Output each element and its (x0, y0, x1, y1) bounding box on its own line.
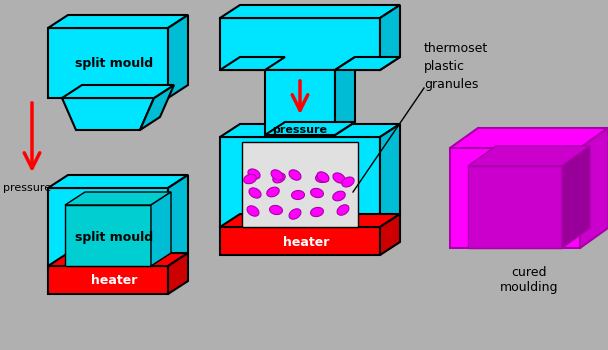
Text: pressure: pressure (3, 183, 51, 193)
Polygon shape (65, 192, 171, 205)
Ellipse shape (333, 191, 345, 201)
Polygon shape (168, 253, 188, 294)
Polygon shape (151, 192, 171, 266)
Polygon shape (168, 175, 188, 266)
Ellipse shape (311, 208, 323, 217)
Polygon shape (468, 166, 562, 248)
Ellipse shape (244, 174, 257, 184)
Ellipse shape (316, 174, 328, 182)
Ellipse shape (311, 188, 323, 198)
Polygon shape (380, 124, 400, 227)
Polygon shape (48, 188, 168, 266)
Ellipse shape (317, 172, 329, 182)
Polygon shape (48, 28, 168, 98)
Polygon shape (62, 98, 154, 130)
Ellipse shape (269, 205, 283, 215)
Text: split mould: split mould (75, 231, 153, 244)
Ellipse shape (289, 209, 301, 219)
Ellipse shape (337, 205, 349, 215)
Polygon shape (265, 122, 355, 135)
Ellipse shape (271, 170, 283, 180)
Polygon shape (580, 128, 608, 248)
Polygon shape (220, 57, 285, 70)
Ellipse shape (249, 188, 261, 198)
Ellipse shape (247, 206, 259, 216)
Polygon shape (48, 15, 188, 28)
Text: pressure: pressure (272, 125, 328, 135)
Bar (220, 227, 380, 255)
Ellipse shape (333, 173, 345, 183)
Ellipse shape (248, 169, 260, 179)
Polygon shape (380, 5, 400, 70)
Polygon shape (48, 175, 188, 188)
Polygon shape (335, 57, 400, 70)
Polygon shape (48, 266, 168, 294)
Polygon shape (140, 85, 174, 130)
Polygon shape (220, 214, 400, 227)
Bar (265, 70, 335, 135)
Polygon shape (450, 148, 580, 248)
Bar (220, 137, 380, 227)
Polygon shape (562, 146, 590, 248)
Polygon shape (242, 142, 358, 227)
Polygon shape (62, 85, 174, 98)
Ellipse shape (273, 173, 285, 183)
Polygon shape (450, 128, 608, 148)
Polygon shape (468, 146, 590, 166)
Polygon shape (380, 214, 400, 255)
Ellipse shape (291, 190, 305, 199)
Ellipse shape (289, 170, 301, 180)
Polygon shape (168, 15, 188, 98)
Ellipse shape (342, 177, 354, 187)
Text: heater: heater (283, 236, 329, 248)
Polygon shape (335, 57, 355, 135)
Ellipse shape (267, 187, 279, 197)
Bar (220, 18, 380, 70)
Text: thermoset
plastic
granules: thermoset plastic granules (424, 42, 488, 91)
Polygon shape (65, 205, 151, 266)
Text: heater: heater (91, 274, 137, 287)
Polygon shape (220, 5, 400, 18)
Polygon shape (220, 124, 400, 137)
Polygon shape (48, 253, 188, 266)
Text: split mould: split mould (75, 56, 153, 70)
Text: cured
moulding: cured moulding (500, 266, 558, 294)
